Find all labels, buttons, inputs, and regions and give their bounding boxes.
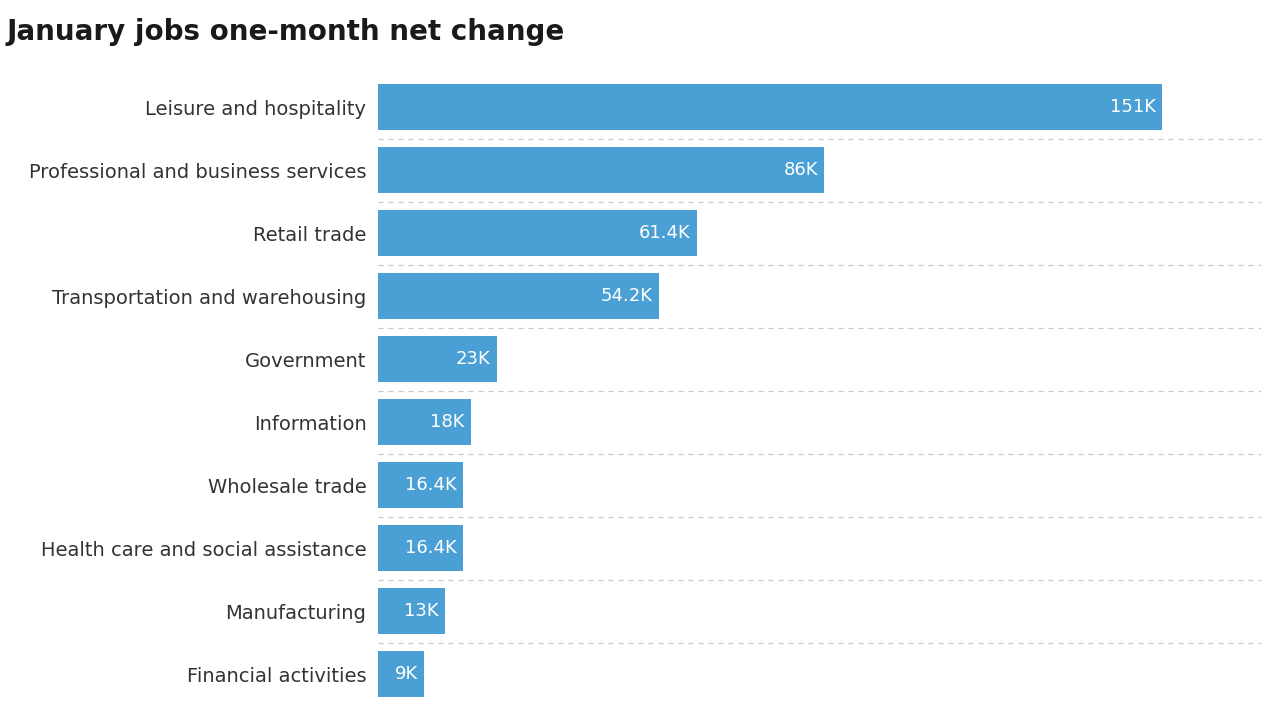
Bar	[378, 84, 1162, 130]
Text: 54.2K: 54.2K	[600, 287, 653, 305]
Bar	[378, 148, 824, 193]
Bar	[378, 400, 471, 445]
Text: 61.4K: 61.4K	[639, 224, 690, 242]
Bar	[378, 652, 425, 697]
Bar	[378, 462, 463, 508]
Bar	[378, 588, 445, 634]
Text: 16.4K: 16.4K	[404, 539, 457, 557]
Text: 16.4K: 16.4K	[404, 476, 457, 494]
Text: 23K: 23K	[456, 350, 490, 368]
Text: 13K: 13K	[404, 602, 439, 620]
Text: 9K: 9K	[394, 665, 419, 683]
Bar	[378, 336, 497, 382]
Bar	[378, 274, 659, 319]
Bar	[378, 210, 696, 256]
Text: January jobs one-month net change: January jobs one-month net change	[6, 18, 564, 46]
Text: 86K: 86K	[783, 161, 818, 179]
Text: 151K: 151K	[1110, 98, 1156, 116]
Text: 18K: 18K	[430, 413, 465, 431]
Bar	[378, 526, 463, 571]
